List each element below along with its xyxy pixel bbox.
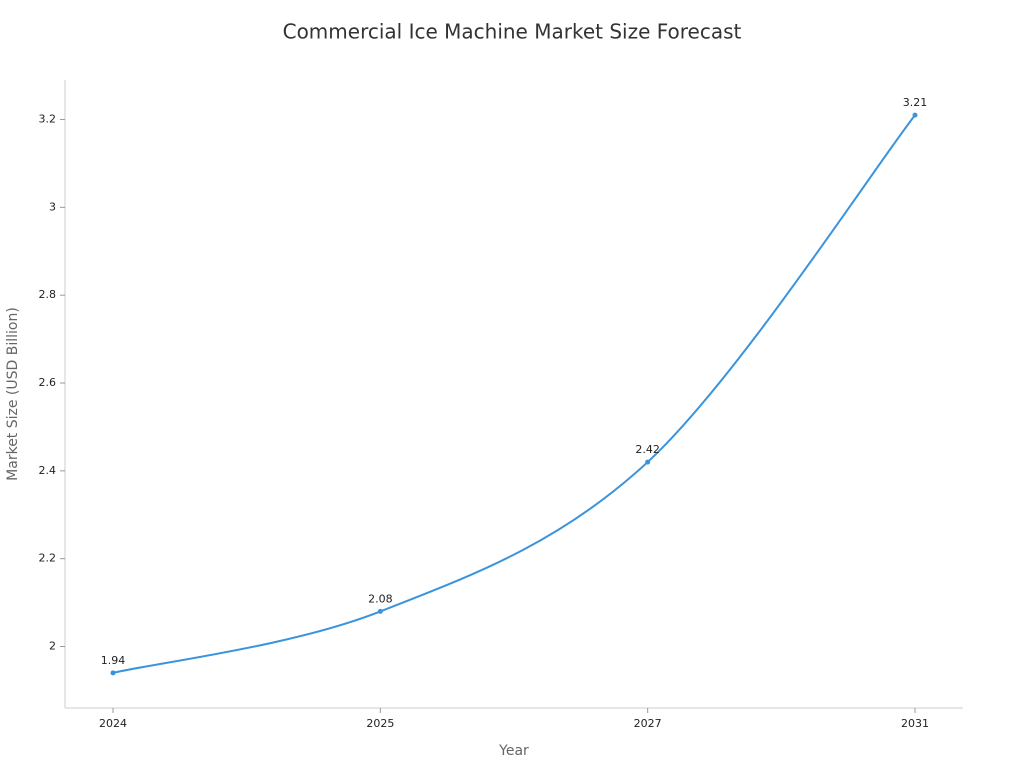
y-tick-label: 3.2 [39,113,57,126]
x-tick-label: 2031 [901,717,929,730]
point [377,608,383,614]
point [645,459,651,465]
data-label: 2.08 [368,592,393,605]
x-tick-label: 2024 [99,717,127,730]
y-tick-label: 2.6 [39,376,57,389]
y-tick-label: 2.8 [39,288,57,301]
y-tick-label: 2.2 [39,552,57,565]
point [912,112,918,118]
chart-title: Commercial Ice Machine Market Size Forec… [283,20,742,44]
point [110,670,116,676]
y-tick-label: 3 [49,200,56,213]
y-tick-label: 2.4 [39,464,57,477]
data-label: 3.21 [903,96,928,109]
y-axis-label: Market Size (USD Billion) [5,307,21,481]
x-tick-label: 2027 [634,717,662,730]
x-axis-label: Year [498,743,529,759]
y-tick-label: 2 [49,640,56,653]
data-label: 1.94 [101,654,126,667]
line [112,114,916,674]
x-tick-label: 2025 [366,717,394,730]
data-label: 2.42 [635,443,660,456]
